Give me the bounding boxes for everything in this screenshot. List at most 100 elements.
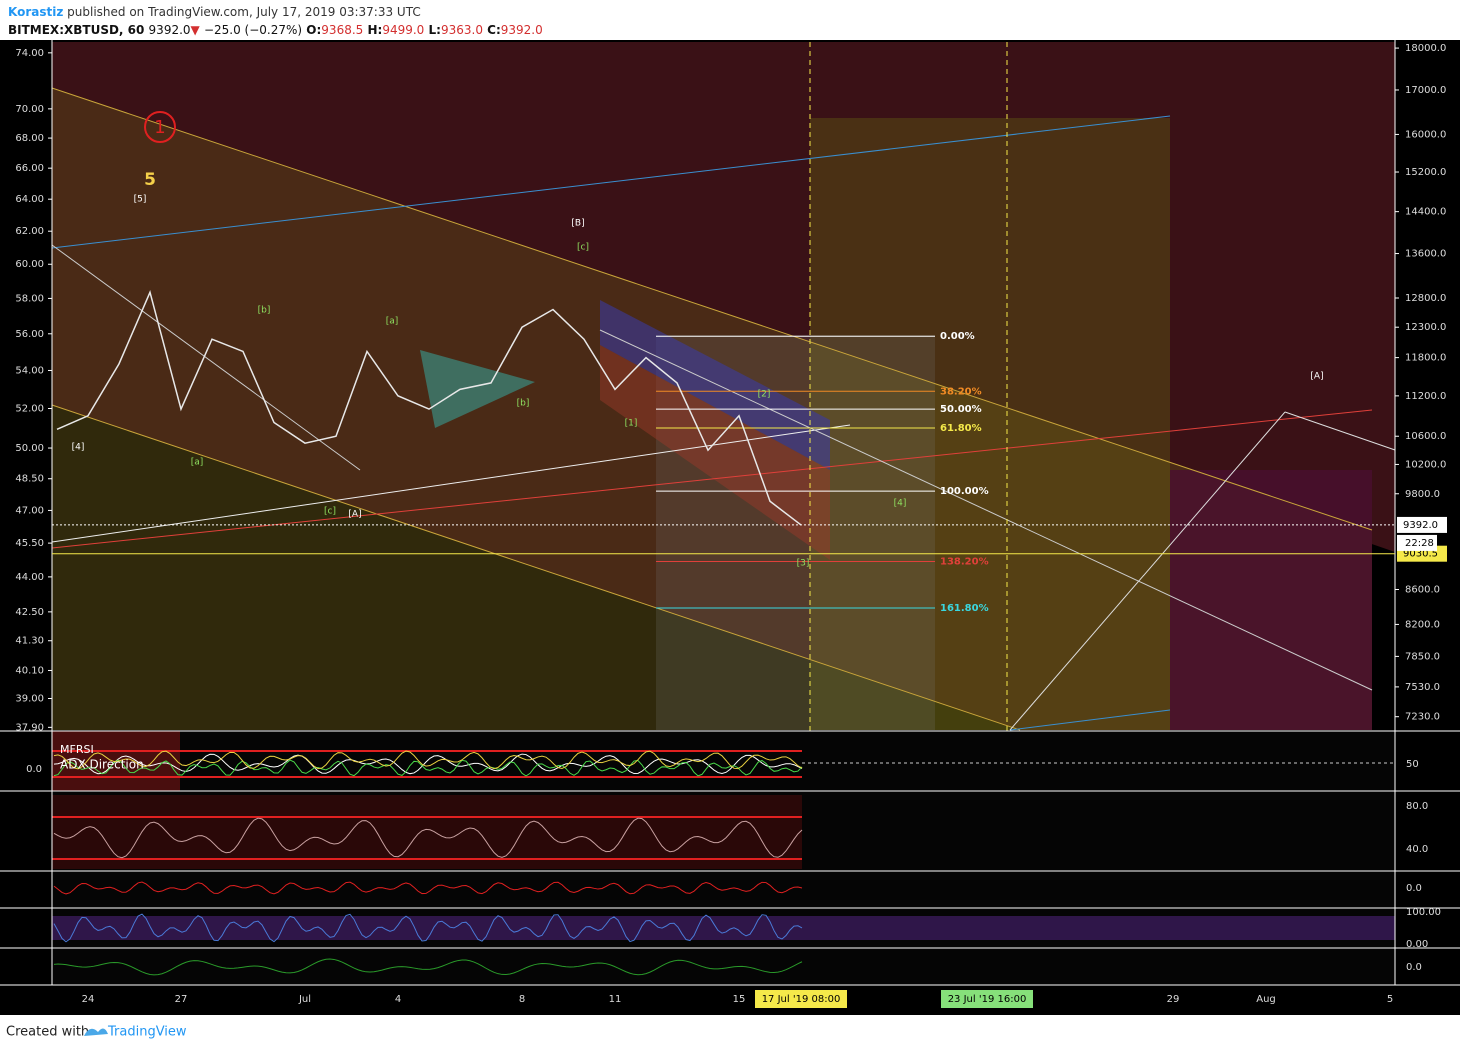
- projection-box: [810, 118, 1170, 730]
- x-cursor-badge: [755, 990, 847, 1008]
- indicator-line: [53, 759, 803, 777]
- x-tick-label: 5: [1387, 994, 1393, 1005]
- fib-label: 38.20%: [940, 386, 982, 397]
- y-tick-label: 15200.0: [1405, 167, 1446, 178]
- y-tick-label: 7230.0: [1405, 712, 1440, 723]
- trend-line: [51, 244, 361, 471]
- wave-label: [A]: [1310, 372, 1323, 382]
- wave-label: [4]: [894, 499, 907, 509]
- y2-tick-label: 64.00: [15, 194, 44, 205]
- wave-label: [4]: [72, 443, 85, 453]
- fib-label: 50.00%: [940, 404, 982, 415]
- last: 9392.0: [149, 23, 191, 37]
- fib-label: 138.20%: [940, 556, 989, 567]
- x-tick-label: 27: [175, 994, 188, 1005]
- projection: [1284, 411, 1396, 451]
- x-cursor-badge: [941, 990, 1033, 1008]
- price-badge-label: 9392.0: [1403, 520, 1438, 531]
- y-tick-label: 14400.0: [1405, 207, 1446, 218]
- x-tick-label: 17 Jul '19 08:00: [762, 994, 841, 1005]
- price-badge-label: 9030.5: [1403, 549, 1438, 560]
- fib-label: 61.80%: [940, 423, 982, 434]
- y-tick-label: 8200.0: [1405, 619, 1440, 630]
- indicator-lines: [53, 750, 803, 976]
- symbol-line: BITMEX:XBTUSD, 60 9392.0▼ −25.0 (−0.27%)…: [8, 23, 543, 37]
- panel-tick: 40.0: [1406, 844, 1428, 855]
- y-tick-label: 12800.0: [1405, 293, 1446, 304]
- panel-tick: 0.00: [1406, 939, 1428, 950]
- zone-upper: [52, 42, 1395, 552]
- trend-line: [51, 404, 1021, 731]
- wave-label: [3]: [797, 559, 810, 569]
- wave-label: [b]: [517, 399, 530, 409]
- y-tick-label: 16000.0: [1405, 129, 1446, 140]
- indicator-line: [53, 750, 803, 770]
- arrow: ▼: [191, 23, 201, 37]
- trend-line: [51, 424, 851, 543]
- y2-tick-label: 54.00: [15, 365, 44, 376]
- x-tick-label: 24: [82, 994, 95, 1005]
- y2-tick-label: 66.00: [15, 163, 44, 174]
- x-tick-label: 4: [395, 994, 401, 1005]
- indicator-line: [53, 817, 803, 859]
- y2-tick-label: 62.00: [15, 226, 44, 237]
- ohlc-label: C:: [487, 23, 501, 37]
- panel-tick: 80.0: [1406, 801, 1428, 812]
- wave-label: [1]: [625, 419, 638, 429]
- wave-label: [c]: [577, 243, 589, 253]
- footer-text: Created with: [6, 1025, 89, 1040]
- y2-tick-label: 70.00: [15, 104, 44, 115]
- channel-red: [600, 345, 830, 560]
- price-line: [56, 290, 802, 526]
- x-tick-label: 15: [733, 994, 746, 1005]
- triangle: [420, 350, 535, 428]
- wave-label: [B]: [571, 219, 584, 229]
- wave-label: [a]: [386, 317, 399, 327]
- plot: 0.00% 38.20% 50.00% 61.80% 100.00% 138.20% 161…: [56, 290, 989, 614]
- logo: [84, 1028, 108, 1036]
- wave-label: [2]: [758, 390, 771, 400]
- wave-circle: [144, 111, 176, 143]
- ohlc-label: O:: [306, 23, 321, 37]
- y2-tick-label: 52.00: [15, 403, 44, 414]
- y-tick-label: 7530.0: [1405, 682, 1440, 693]
- author[interactable]: Korastiz: [8, 5, 63, 19]
- x-tick-label: 29: [1167, 994, 1180, 1005]
- panel-tick: 100.00: [1406, 907, 1441, 918]
- y2-tick-label: 47.00: [15, 505, 44, 516]
- wave-label: [A]: [348, 510, 361, 520]
- wave-label: [5]: [134, 195, 147, 205]
- y2-tick-label: 58.00: [15, 293, 44, 304]
- panel-tick: 0.0: [1406, 962, 1422, 973]
- y2-tick-label: 74.00: [15, 48, 44, 59]
- y-tick-label: 18000.0: [1405, 43, 1446, 54]
- y2-tick-label: 50.00: [15, 443, 44, 454]
- ohlc-label: L:: [429, 23, 441, 37]
- indicator-label: MFRSI: [60, 743, 94, 756]
- y-tick-label: 7850.0: [1405, 651, 1440, 662]
- trend-line: [51, 115, 1171, 249]
- footer-brand[interactable]: TradingView: [107, 1025, 187, 1040]
- countdown-badge: [1397, 534, 1437, 551]
- header-line: Korastiz published on TradingView.com, J…: [8, 5, 421, 19]
- y2-tick-label: 37.90: [15, 722, 44, 733]
- fib-label: 100.00%: [940, 486, 989, 497]
- y2-tick-label: 41.30: [15, 636, 44, 647]
- indicator-line: [53, 753, 803, 775]
- fib-label: 0.00%: [940, 331, 975, 342]
- x-tick-label: 23 Jul '19 16:00: [948, 994, 1027, 1005]
- y-tick-label: 12300.0: [1405, 322, 1446, 333]
- symbol: BITMEX:XBTUSD, 60: [8, 23, 144, 37]
- y2-tick-label: 60.00: [15, 259, 44, 270]
- projection: [1009, 411, 1286, 731]
- fib-box: [656, 335, 935, 730]
- indicator-label: ADX Direction: [60, 758, 144, 772]
- panel-tick: 50: [1406, 759, 1419, 770]
- panel-shade: [52, 916, 1395, 940]
- y-tick-label: 17000.0: [1405, 85, 1446, 96]
- panel-tick: 0.0: [1406, 883, 1422, 894]
- y-tick-label: 11800.0: [1405, 353, 1446, 364]
- wave-label: 1: [154, 117, 165, 138]
